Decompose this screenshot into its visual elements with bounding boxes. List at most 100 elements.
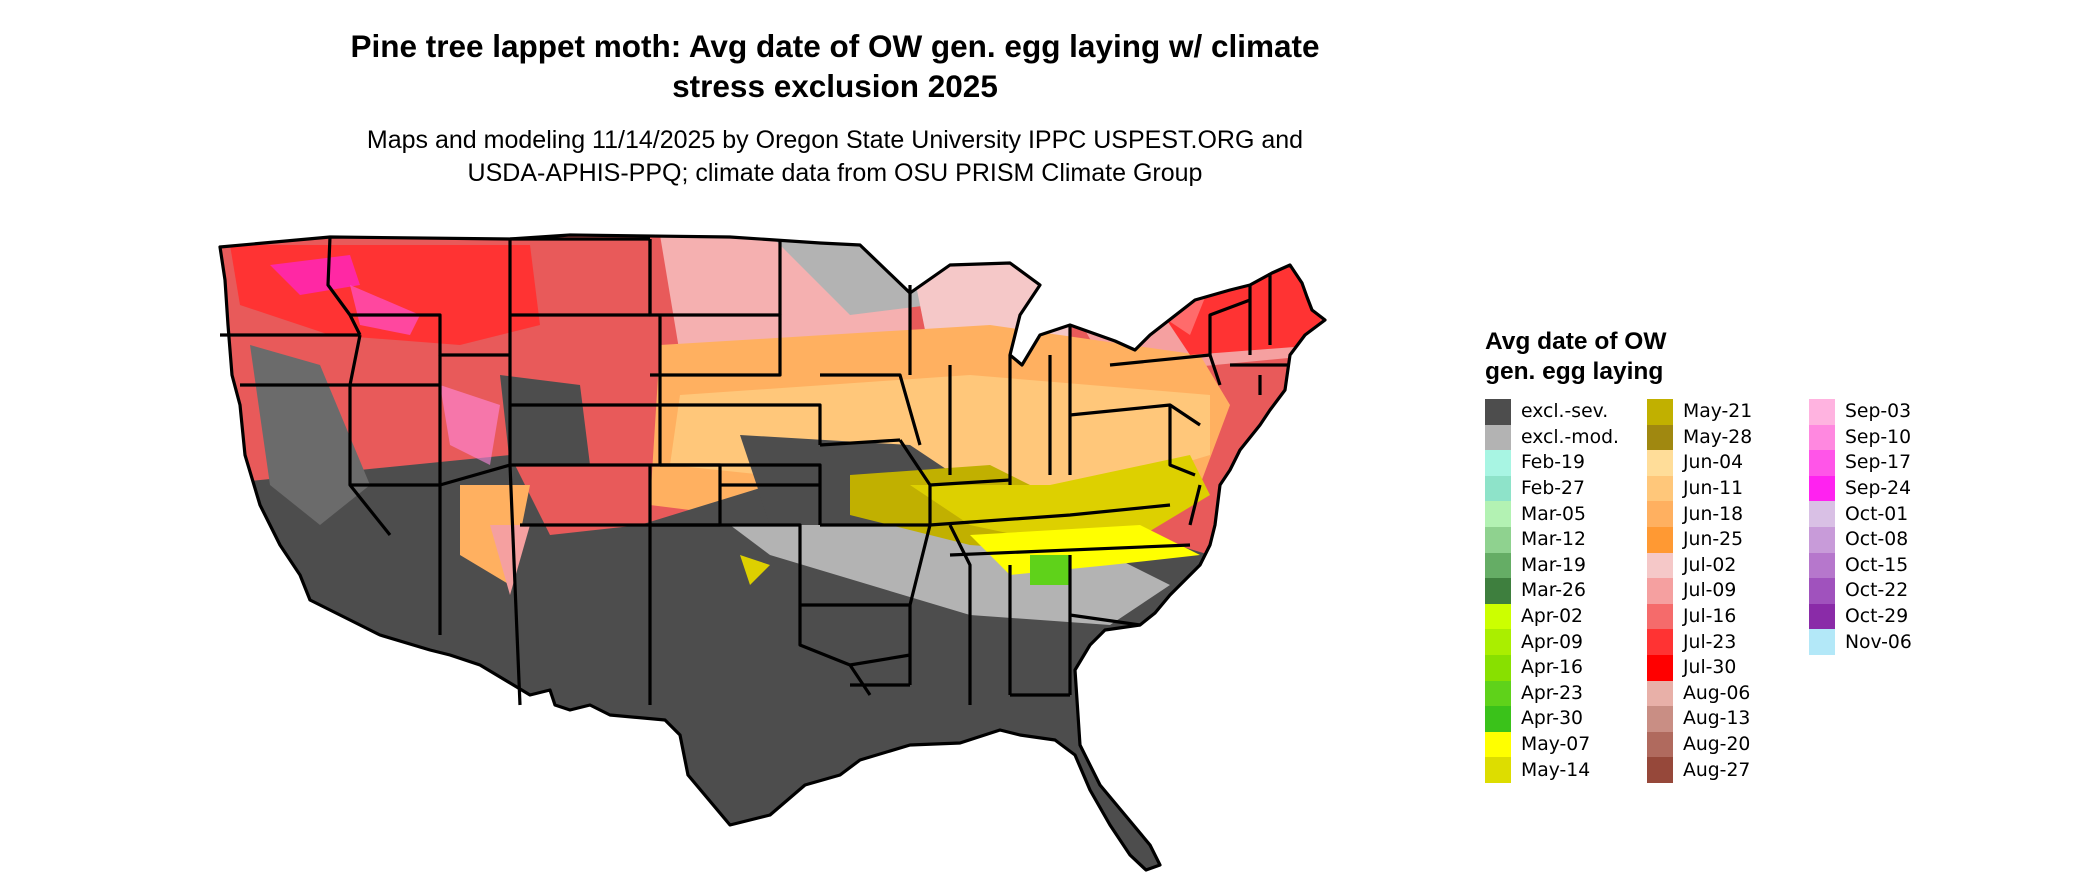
legend-label: Nov-06	[1845, 631, 1912, 653]
legend-item: Apr-30	[1485, 706, 1647, 732]
legend-label: Feb-27	[1521, 478, 1585, 500]
legend-label: May-28	[1683, 426, 1753, 448]
legend-swatch	[1485, 552, 1511, 579]
legend-label: Jul-16	[1683, 606, 1737, 628]
legend-label: Sep-24	[1845, 478, 1912, 500]
legend-swatch	[1485, 526, 1511, 553]
legend-swatch	[1647, 399, 1673, 425]
legend-item: Sep-24	[1809, 475, 1971, 502]
legend-item: Jun-04	[1647, 450, 1809, 476]
legend-swatch	[1485, 501, 1511, 527]
legend-label: Apr-23	[1521, 682, 1583, 704]
legend-swatch	[1485, 399, 1511, 425]
legend-item: Aug-27	[1647, 757, 1809, 783]
legend-item: May-28	[1647, 424, 1809, 451]
legend-item: Apr-09	[1485, 629, 1647, 655]
map-subtitle-line2: USDA-APHIS-PPQ; climate data from OSU PR…	[467, 159, 1203, 187]
legend-item: Oct-08	[1809, 526, 1971, 553]
legend-swatch	[1809, 450, 1835, 476]
legend-item: Apr-16	[1485, 654, 1647, 681]
legend-item: Nov-06	[1809, 629, 1971, 655]
legend-swatch	[1647, 731, 1673, 758]
legend-swatch	[1647, 475, 1673, 502]
legend-label: Apr-02	[1521, 606, 1583, 628]
state-borders	[218, 233, 1327, 872]
legend-label: Aug-27	[1683, 759, 1751, 781]
legend-item: Sep-10	[1809, 424, 1971, 451]
legend-column: Sep-03 Sep-10 Sep-17 Sep-24 Oct-01 Oct-08 Oct-…	[1809, 399, 1971, 783]
legend-item: Aug-06	[1647, 680, 1809, 707]
legend-item: May-14	[1485, 757, 1647, 783]
legend-label: May-07	[1521, 734, 1591, 756]
legend-swatch	[1647, 654, 1673, 681]
legend-label: Feb-19	[1521, 452, 1585, 474]
legend-label: Oct-01	[1845, 503, 1909, 525]
legend-swatch	[1809, 603, 1835, 630]
legend-title-line2: gen. egg laying	[1485, 358, 1664, 385]
legend-swatch	[1485, 603, 1511, 630]
legend-label: Jun-18	[1683, 503, 1744, 525]
legend-label: May-21	[1683, 401, 1753, 423]
legend-item: Jun-11	[1647, 475, 1809, 502]
legend-label: Apr-09	[1521, 631, 1583, 653]
legend: Avg date of OW gen. egg laying excl.-sev…	[1485, 327, 1971, 783]
legend-swatch	[1647, 526, 1673, 553]
map-title: Pine tree lappet moth: Avg date of OW ge…	[300, 26, 1370, 106]
legend-swatch	[1647, 501, 1673, 527]
map-subtitle-line1: Maps and modeling 11/14/2025 by Oregon S…	[366, 126, 1304, 154]
legend-item: Feb-27	[1485, 475, 1647, 502]
legend-label: Aug-20	[1683, 734, 1751, 756]
legend-swatch	[1809, 501, 1835, 527]
legend-item: Oct-15	[1809, 552, 1971, 579]
legend-swatch	[1485, 578, 1511, 604]
legend-label: Oct-15	[1845, 554, 1909, 576]
legend-item: Sep-17	[1809, 450, 1971, 476]
legend-item: Oct-29	[1809, 603, 1971, 630]
legend-item: Jul-30	[1647, 654, 1809, 681]
legend-item: Sep-03	[1809, 399, 1971, 425]
legend-swatch	[1485, 424, 1511, 451]
legend-label: Mar-19	[1521, 554, 1586, 576]
legend-swatch	[1485, 629, 1511, 655]
legend-swatch	[1647, 450, 1673, 476]
legend-swatch	[1647, 578, 1673, 604]
legend-swatch	[1809, 475, 1835, 502]
legend-label: Mar-05	[1521, 503, 1586, 525]
legend-swatch	[1647, 424, 1673, 451]
legend-item: excl.-mod.	[1485, 424, 1647, 451]
legend-item: Apr-23	[1485, 680, 1647, 707]
legend-column: excl.-sev. excl.-mod. Feb-19 Feb-27 Mar-05 Ma…	[1485, 399, 1647, 783]
legend-swatch	[1647, 552, 1673, 579]
map-title-line1: Pine tree lappet moth: Avg date of OW ge…	[350, 28, 1320, 64]
map-subtitle: Maps and modeling 11/14/2025 by Oregon S…	[300, 124, 1370, 190]
legend-item: Aug-20	[1647, 731, 1809, 758]
legend-item: Jun-25	[1647, 526, 1809, 553]
legend-swatch	[1809, 578, 1835, 604]
legend-label: Jun-11	[1683, 478, 1744, 500]
legend-swatch	[1809, 424, 1835, 451]
legend-swatch	[1647, 680, 1673, 707]
legend-item: excl.-sev.	[1485, 399, 1647, 425]
legend-item: Mar-26	[1485, 578, 1647, 604]
legend-label: Oct-22	[1845, 580, 1909, 602]
legend-label: Mar-26	[1521, 580, 1586, 602]
legend-label: Jul-23	[1683, 631, 1737, 653]
legend-item: May-07	[1485, 731, 1647, 758]
legend-swatch	[1485, 654, 1511, 681]
legend-label: Mar-12	[1521, 529, 1586, 551]
legend-title-line1: Avg date of OW	[1485, 328, 1667, 355]
legend-swatch	[1485, 731, 1511, 758]
legend-label: Apr-30	[1521, 708, 1583, 730]
legend-item: Aug-13	[1647, 706, 1809, 732]
legend-label: excl.-mod.	[1521, 426, 1619, 448]
legend-item: Oct-01	[1809, 501, 1971, 527]
legend-swatch	[1809, 552, 1835, 579]
legend-label: Sep-03	[1845, 401, 1912, 423]
legend-columns: excl.-sev. excl.-mod. Feb-19 Feb-27 Mar-05 Ma…	[1485, 399, 1971, 783]
legend-item: Mar-12	[1485, 526, 1647, 553]
legend-item: Mar-05	[1485, 501, 1647, 527]
legend-title: Avg date of OW gen. egg laying	[1485, 327, 1971, 387]
legend-swatch	[1485, 450, 1511, 476]
legend-label: excl.-sev.	[1521, 401, 1609, 423]
legend-item: Mar-19	[1485, 552, 1647, 579]
